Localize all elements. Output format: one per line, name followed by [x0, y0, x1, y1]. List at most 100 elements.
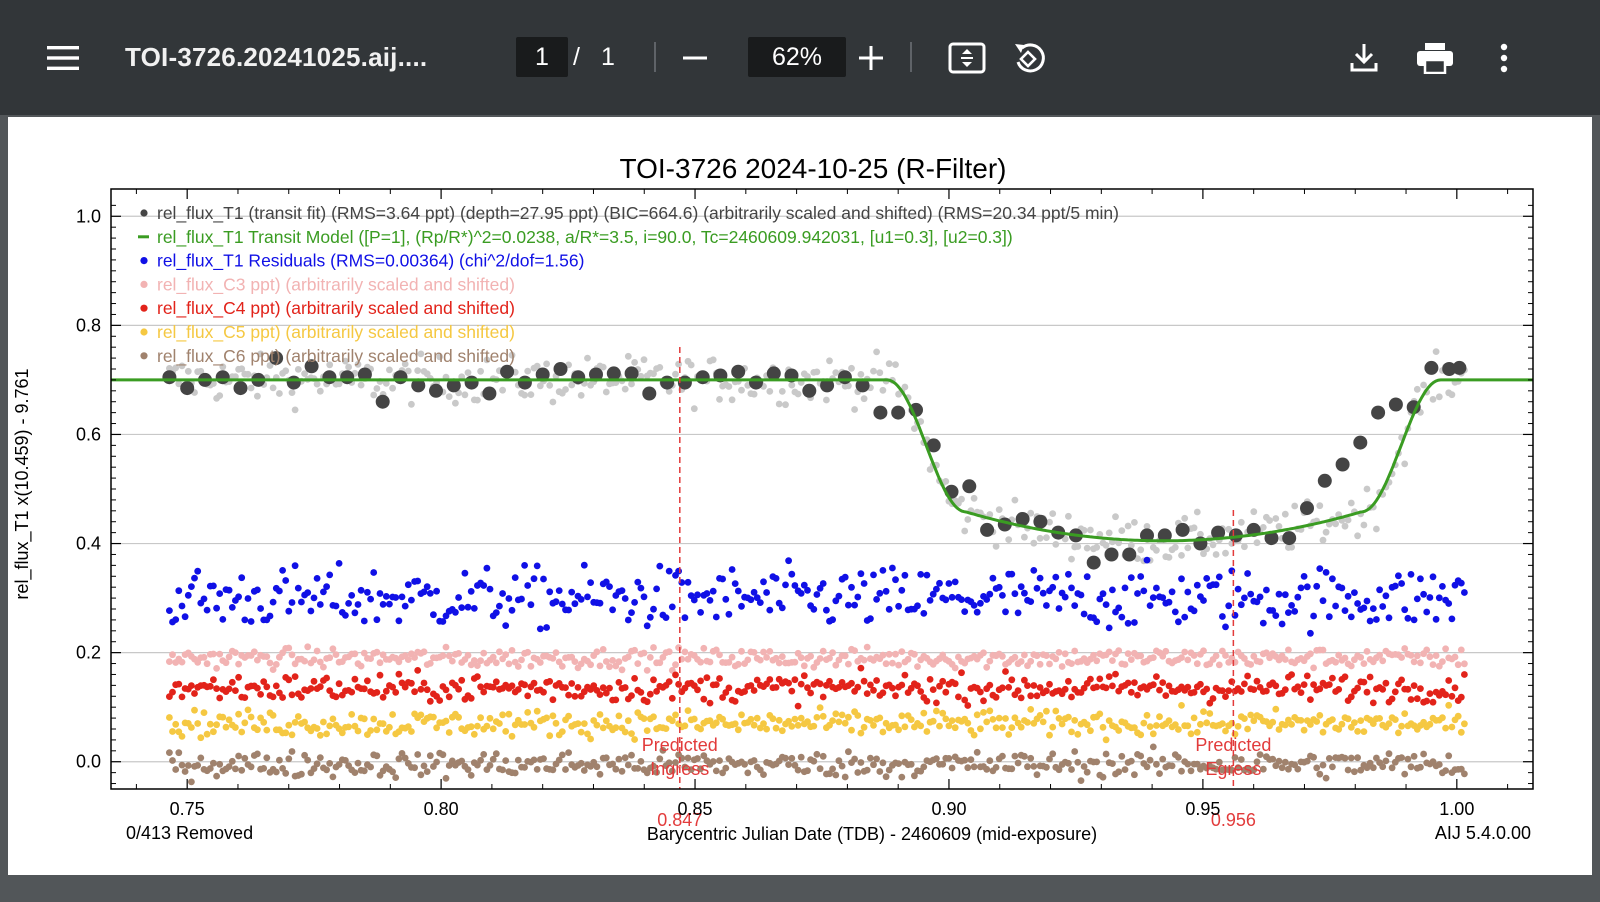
residual-point	[810, 605, 818, 613]
unbinned-flux-point	[1052, 541, 1060, 548]
residual-point	[200, 595, 208, 603]
residual-point	[1039, 589, 1047, 597]
comparison-star-point	[656, 659, 664, 667]
hamburger-menu-icon[interactable]	[46, 0, 80, 115]
unbinned-flux-point	[1143, 523, 1151, 530]
comparison-star-point	[835, 757, 843, 765]
comparison-star-point	[175, 680, 183, 688]
residual-point	[1036, 574, 1044, 582]
residual-point	[1021, 589, 1028, 597]
fit-to-page-icon[interactable]	[948, 0, 986, 115]
comparison-star-point	[1156, 713, 1163, 721]
residual-point	[1435, 594, 1443, 602]
comparison-star-point	[668, 717, 676, 725]
residual-point	[1341, 607, 1349, 614]
comparison-star-point	[1253, 677, 1261, 685]
comparison-star-point	[1055, 649, 1063, 656]
residual-point	[373, 616, 381, 624]
residual-point	[835, 592, 843, 600]
y-axis-label: rel_flux_T1 x(10.459) - 9.761	[12, 368, 33, 599]
comparison-star-point	[288, 748, 296, 755]
unbinned-flux-point	[1241, 543, 1248, 551]
comparison-star-point	[1178, 702, 1185, 709]
comparison-star-point	[1149, 743, 1157, 751]
comparison-star-point	[313, 760, 321, 768]
plus-icon[interactable]	[858, 0, 884, 115]
comparison-star-point	[1363, 648, 1371, 655]
current-page-input[interactable]: 1	[516, 37, 568, 77]
comparison-star-point	[1300, 681, 1308, 688]
residual-point	[1077, 591, 1085, 599]
comparison-star-point	[794, 721, 802, 729]
comparison-star-point	[222, 659, 230, 667]
residual-point	[294, 584, 302, 592]
comparison-star-point	[1058, 663, 1066, 670]
comparison-star-point	[1335, 725, 1343, 733]
comparison-star-point	[502, 728, 510, 735]
comparison-star-point	[1071, 748, 1079, 755]
comparison-star-point	[1008, 765, 1016, 773]
comparison-star-point	[1127, 757, 1135, 765]
residual-point	[1165, 598, 1173, 606]
residual-point	[584, 593, 591, 601]
unbinned-flux-point	[1087, 526, 1094, 534]
binned-flux-point	[1264, 531, 1279, 546]
comparison-star-point	[1391, 716, 1399, 723]
comparison-star-point	[1354, 684, 1361, 692]
residual-point	[455, 594, 462, 601]
comparison-star-point	[1285, 765, 1292, 773]
comparison-star-point	[1417, 685, 1424, 692]
unbinned-flux-point	[216, 392, 224, 399]
comparison-star-point	[486, 762, 494, 769]
comparison-star-point	[738, 711, 745, 719]
residual-point	[499, 590, 506, 597]
residual-point	[1269, 607, 1277, 614]
residual-point	[920, 610, 928, 617]
residual-point	[540, 575, 547, 583]
comparison-star-point	[675, 680, 682, 688]
residual-point	[958, 596, 965, 603]
comparison-star-point	[527, 662, 535, 670]
comparison-star-point	[1322, 774, 1330, 782]
comparison-star-point	[797, 714, 805, 722]
legend-entry-label: rel_flux_T1 Transit Model ([P=1], (Rp/R*…	[157, 227, 1013, 248]
comparison-star-point	[640, 715, 648, 722]
comparison-star-point	[624, 653, 632, 661]
comparison-star-point	[323, 674, 330, 682]
residual-point	[738, 602, 745, 610]
comparison-star-point	[502, 757, 510, 764]
binned-flux-point	[464, 375, 479, 390]
comparison-star-point	[1090, 651, 1097, 659]
comparison-star-point	[1244, 725, 1251, 733]
print-icon[interactable]	[1416, 0, 1454, 115]
comparison-star-point	[492, 750, 500, 758]
comparison-star-point	[269, 666, 277, 673]
comparison-star-point	[392, 774, 400, 781]
unbinned-flux-point	[1373, 525, 1380, 533]
residual-point	[1143, 556, 1151, 564]
comparison-star-point	[744, 656, 752, 664]
comparison-star-point	[474, 722, 481, 730]
comparison-star-point	[235, 660, 243, 668]
residual-point	[1099, 590, 1107, 598]
minus-icon[interactable]	[682, 0, 708, 115]
comparison-star-point	[316, 658, 324, 666]
rotate-icon[interactable]	[1010, 0, 1048, 115]
comparison-star-point	[1162, 692, 1170, 699]
more-vertical-icon[interactable]	[1498, 0, 1510, 115]
comparison-star-point	[1347, 693, 1355, 701]
residual-point	[970, 602, 978, 609]
binned-flux-point	[873, 405, 888, 420]
comparison-star-point	[794, 766, 802, 774]
comparison-star-point	[845, 748, 852, 756]
binned-flux-point	[1335, 457, 1350, 472]
comparison-star-point	[882, 773, 890, 781]
unbinned-flux-point	[445, 393, 453, 400]
unbinned-flux-point	[1137, 546, 1145, 554]
unbinned-flux-point	[892, 361, 899, 368]
zoom-level-input[interactable]: 62%	[748, 37, 846, 77]
download-icon[interactable]	[1350, 0, 1378, 115]
residual-point	[782, 581, 789, 589]
comparison-star-point	[933, 755, 940, 762]
comparison-star-point	[213, 772, 221, 780]
